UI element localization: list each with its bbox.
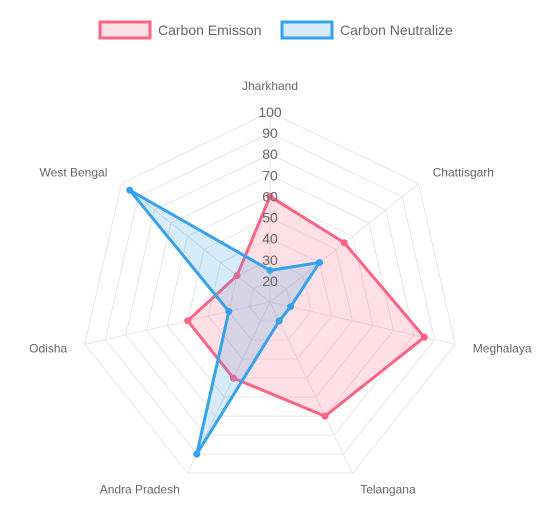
point-carbon-emisson-odisha[interactable] xyxy=(184,317,192,325)
point-carbon-emisson-telangana[interactable] xyxy=(321,412,329,420)
point-carbon-neutralize-andra-pradesh[interactable] xyxy=(193,450,201,458)
axis-label-jharkhand: Jharkhand xyxy=(242,79,298,93)
legend-swatch-carbon-neutralize xyxy=(280,20,334,40)
point-carbon-neutralize-west-bengal[interactable] xyxy=(126,186,134,194)
grid-ring-30 xyxy=(228,259,312,341)
tick-label-20: 20 xyxy=(262,273,278,289)
grid-ring-50 xyxy=(187,217,353,379)
grid-ring-100 xyxy=(84,111,456,474)
grid-ring-80 xyxy=(125,153,415,436)
series-area-carbon-neutralize xyxy=(128,188,323,455)
point-carbon-neutralize-chattisgarh[interactable] xyxy=(316,259,324,267)
legend: Carbon Emisson Carbon Neutralize xyxy=(98,20,453,40)
grid-ring-90 xyxy=(104,132,436,455)
axis-label-telangana: Telangana xyxy=(360,482,416,496)
axis-label-andra-pradesh: Andra Pradesh xyxy=(100,482,180,496)
grid-ring-70 xyxy=(145,174,395,417)
tick-label-30: 30 xyxy=(262,252,278,268)
legend-item-carbon-neutralize[interactable]: Carbon Neutralize xyxy=(280,20,453,40)
point-carbon-neutralize-telangana[interactable] xyxy=(275,317,283,325)
spoke-telangana xyxy=(269,301,353,474)
series-area-carbon-emisson xyxy=(185,194,427,418)
point-carbon-emisson-jharkhand[interactable] xyxy=(266,192,274,200)
legend-label-carbon-neutralize: Carbon Neutralize xyxy=(340,22,453,38)
spoke-odisha xyxy=(84,301,271,345)
point-carbon-emisson-andra-pradesh[interactable] xyxy=(229,374,237,382)
point-carbon-emisson-meghalaya[interactable] xyxy=(420,333,428,341)
tick-label-90: 90 xyxy=(262,125,278,141)
tick-label-60: 60 xyxy=(262,188,278,204)
axis-label-odisha: Odisha xyxy=(29,341,67,355)
spoke-west-bengal xyxy=(121,183,271,303)
point-carbon-neutralize-odisha[interactable] xyxy=(225,307,233,315)
point-carbon-neutralize-meghalaya[interactable] xyxy=(287,303,295,311)
axis-label-chattisgarh: Chattisgarh xyxy=(433,165,494,179)
radial-ticks: 20 30 40 50 60 70 80 90 100 xyxy=(258,104,282,289)
axis-label-meghalaya: Meghalaya xyxy=(473,341,532,355)
legend-swatch-carbon-emisson xyxy=(98,20,152,40)
grid-ring-60 xyxy=(166,195,374,398)
point-carbon-neutralize-jharkhand[interactable] xyxy=(266,266,274,274)
tick-label-100: 100 xyxy=(258,104,282,120)
tick-label-70: 70 xyxy=(262,167,278,183)
point-carbon-emisson-chattisgarh[interactable] xyxy=(340,239,348,247)
legend-label-carbon-emisson: Carbon Emisson xyxy=(158,22,262,38)
tick-label-50: 50 xyxy=(262,210,278,226)
axis-labels: Jharkhand Chattisgarh Meghalaya Telangana An… xyxy=(29,79,532,496)
point-carbon-emisson-west-bengal[interactable] xyxy=(233,272,241,280)
grid-ring-40 xyxy=(207,238,333,360)
radar-series xyxy=(126,186,428,458)
tick-label-40: 40 xyxy=(262,231,278,247)
tick-label-80: 80 xyxy=(262,146,278,162)
grid-ring-20 xyxy=(248,280,292,322)
legend-item-carbon-emisson[interactable]: Carbon Emisson xyxy=(98,20,262,40)
axis-label-west-bengal: West Bengal xyxy=(40,165,108,179)
